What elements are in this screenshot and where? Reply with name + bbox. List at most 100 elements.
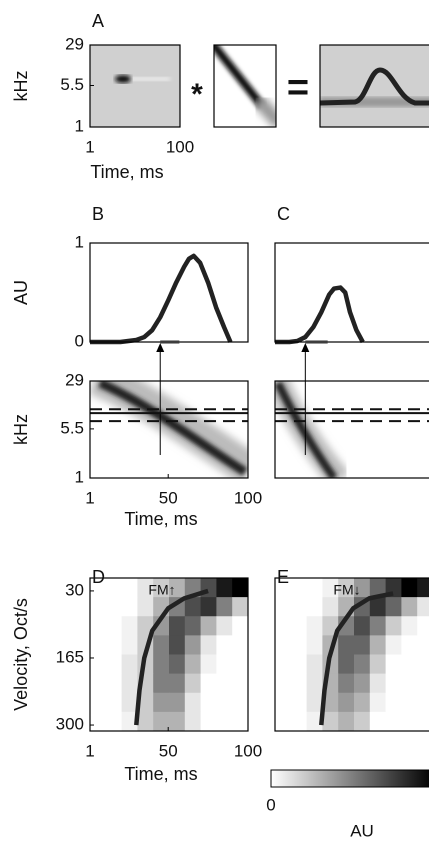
heatmap-cell	[401, 635, 418, 655]
x-axis-label: Time, ms	[124, 509, 197, 529]
colorbar	[270, 769, 429, 788]
heatmap-cell	[90, 635, 107, 655]
heatmap-cell	[322, 578, 339, 598]
heatmap-cell	[338, 654, 355, 675]
heatmap-cell	[385, 673, 402, 694]
kernel-frame	[213, 44, 277, 128]
result-image	[320, 45, 429, 127]
heatmap-cell	[338, 711, 355, 732]
heatmap-cell	[401, 578, 418, 598]
plot-frame	[89, 44, 181, 128]
heatmap-cell	[90, 654, 107, 675]
heatmap-cell	[306, 635, 323, 655]
heatmap-cell	[417, 692, 429, 713]
plot-frame	[89, 380, 249, 479]
heatmap-cell	[385, 711, 402, 732]
heatmap-cell	[275, 616, 292, 636]
heatmap-cell	[290, 692, 308, 713]
heatmap-cell	[290, 597, 308, 617]
x-tick-label: 0	[266, 795, 275, 814]
heatmap-cell	[232, 654, 249, 675]
heatmap-cell	[417, 673, 429, 694]
x-axis-label: Time, ms	[124, 764, 197, 784]
curve	[90, 253, 233, 345]
heatmap-cell	[417, 597, 429, 617]
heatmap-cell	[216, 711, 233, 732]
heatmap-cell	[385, 635, 402, 655]
heatmap-cell	[200, 673, 217, 694]
heatmap-cell	[232, 616, 249, 636]
heatmap-cell	[216, 673, 233, 694]
heatmap-cell	[105, 673, 123, 694]
heatmap-cell	[105, 692, 123, 713]
heatmap-cell	[322, 597, 339, 617]
y-tick-label: 300	[56, 715, 84, 734]
y-tick-label: 29	[65, 370, 84, 389]
y-tick-label: 165	[56, 647, 84, 666]
heatmap-cell	[385, 654, 402, 675]
heatmap-cell	[322, 692, 339, 713]
heatmap-cell	[184, 673, 202, 694]
plot-frame	[274, 577, 429, 732]
spectrogram-image	[90, 381, 248, 478]
heatmap-cell	[275, 654, 292, 675]
heatmap-cell	[322, 616, 339, 636]
heatmap-cell	[90, 597, 107, 617]
y-tick-label: 30	[65, 580, 84, 599]
heatmap-cell	[306, 578, 323, 598]
heatmap-cell	[417, 616, 429, 636]
heatmap-cell	[417, 578, 429, 598]
heatmap-cell	[105, 635, 123, 655]
heatmap-cell	[385, 597, 402, 617]
spectrogram-image	[275, 381, 429, 478]
x-tick-label: 1	[85, 137, 94, 156]
x-tick-label: 100	[166, 137, 194, 156]
heatmap-cell	[200, 616, 217, 636]
heatmap-cell	[322, 711, 339, 732]
heatmap-cell	[275, 673, 292, 694]
colorbar-label: AU	[350, 821, 374, 840]
arrow-head	[156, 343, 165, 352]
heatmap-cell	[169, 711, 186, 732]
heatmap-cell	[105, 578, 123, 598]
heatmap-cell	[385, 692, 402, 713]
heatmap-cell	[184, 597, 202, 617]
heatmap-cell	[290, 654, 308, 675]
heatmap-cell	[401, 616, 418, 636]
curve	[134, 588, 209, 726]
spectrogram-image	[90, 45, 180, 127]
heatmap-cell	[169, 578, 186, 598]
heatmap-cell	[275, 692, 292, 713]
x-tick-label: 100	[234, 741, 262, 760]
heatmap-cell	[105, 711, 123, 732]
panel-letter: B	[92, 204, 104, 224]
heatmap-cell	[354, 692, 371, 713]
heatmap-cell	[275, 578, 292, 598]
heatmap-cell	[306, 673, 323, 694]
heatmap-cell	[200, 635, 217, 655]
panel-title: FM↓	[333, 582, 360, 598]
heatmap-cell	[401, 711, 418, 732]
heatmap-cell	[290, 578, 308, 598]
panel-letter: A	[92, 11, 104, 31]
heatmap-cell	[354, 711, 371, 732]
heatmap-cell	[232, 711, 249, 732]
heatmap-cell	[169, 635, 186, 655]
heatmap-cell	[90, 673, 107, 694]
heatmap-cell	[401, 692, 418, 713]
y-tick-label: 1	[75, 232, 84, 251]
heatmap-cell	[354, 616, 371, 636]
heatmap-cell	[338, 635, 355, 655]
y-tick-label: 5.5	[60, 75, 84, 94]
x-tick-label: 50	[159, 488, 178, 507]
heatmap-cell	[105, 597, 123, 617]
heatmap-cell	[121, 673, 138, 694]
curve	[275, 285, 365, 345]
panel-letter: E	[277, 567, 289, 587]
operator: *	[191, 78, 203, 111]
heatmap-cell	[232, 597, 249, 617]
heatmap-cell	[184, 616, 202, 636]
heatmap-cell	[354, 635, 371, 655]
